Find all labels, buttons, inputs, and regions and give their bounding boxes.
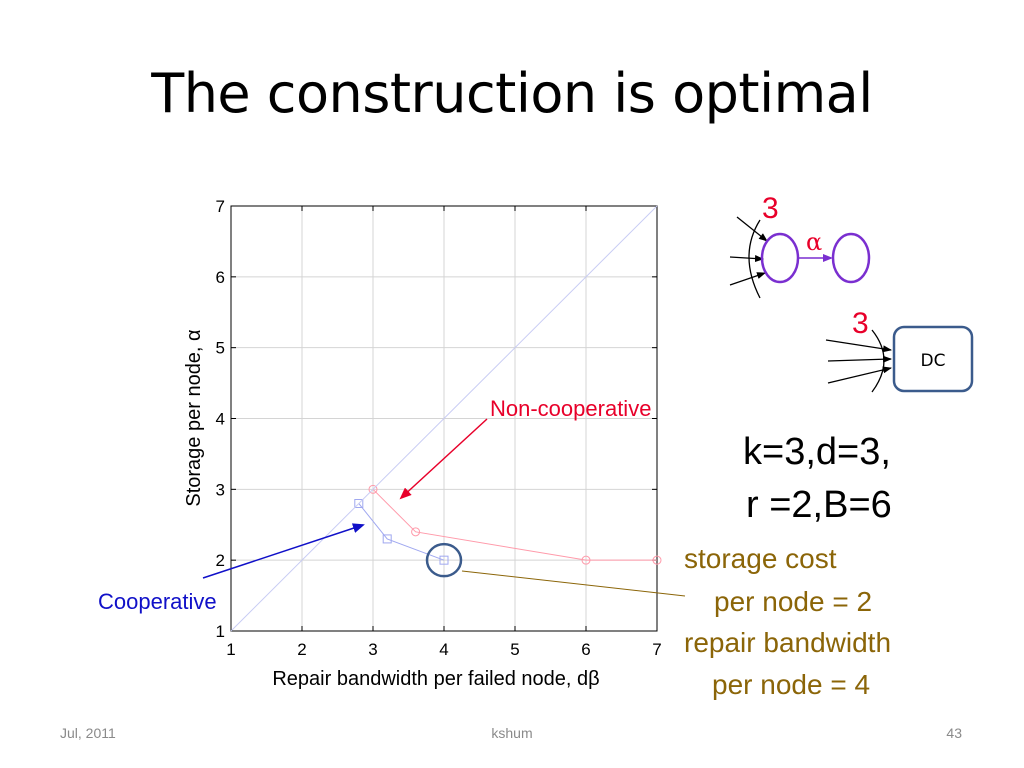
series-point: [652, 555, 662, 565]
x-tick-label: 6: [581, 640, 590, 659]
x-tick-label: 1: [226, 640, 235, 659]
footer-page-number: 43: [946, 725, 962, 741]
slide-title: The construction is optimal: [151, 62, 873, 125]
series-point: [382, 534, 392, 544]
repair-diagram: 3 α: [729, 192, 871, 299]
x-tick-label: 2: [297, 640, 306, 659]
series-point: [411, 527, 421, 537]
series-point: [581, 555, 591, 565]
params-line-1: k=3,d=3,: [743, 431, 891, 473]
alpha-label: α: [806, 228, 822, 256]
series-line-1: [358, 503, 445, 561]
y-tick-label: 3: [216, 480, 225, 499]
series-point: [354, 499, 364, 508]
bottom-count-label: 3: [852, 307, 869, 340]
storage-bandwidth-chart: 1 2 3 4 5 6 7 1 2 3 4 5 6 7 Repair bandwidth per fail…: [183, 197, 662, 690]
top-input-arrow: [729, 272, 766, 286]
series-point: [439, 555, 449, 565]
bottom-input-arrow: [825, 339, 892, 353]
dc-label: DC: [921, 351, 946, 371]
series-point: [368, 484, 378, 494]
cooperative-annotation: Cooperative: [98, 589, 217, 614]
peer-newcomer-node: [831, 232, 871, 284]
params-line-2: r =2,B=6: [746, 484, 892, 526]
footer-date: Jul, 2011: [60, 725, 116, 741]
cost-line-4: per node = 4: [712, 669, 870, 700]
top-input-arrow: [736, 216, 768, 242]
y-tick-label: 2: [216, 551, 225, 570]
bottom-arc: [871, 329, 885, 393]
cost-line-3: repair bandwidth: [684, 627, 891, 658]
data-collector-diagram: 3 DC: [825, 307, 974, 393]
cost-line-2: per node = 2: [714, 586, 872, 617]
x-axis-label: Repair bandwidth per failed node, dβ: [272, 668, 599, 690]
series-line-2: [230, 205, 658, 632]
noncooperative-annotation: Non-cooperative: [490, 396, 651, 421]
chart-ticks: 1 2 3 4 5 6 7 1 2 3 4 5 6 7: [216, 197, 662, 659]
noncooperative-arrow: [399, 418, 488, 500]
top-arc: [748, 219, 761, 299]
newcomer-node: [760, 232, 800, 284]
footer-author: kshum: [491, 725, 532, 741]
series-line-0: [372, 488, 657, 561]
y-tick-label: 5: [216, 339, 225, 358]
y-axis-label: Storage per node, α: [183, 329, 205, 506]
bottom-input-arrow: [827, 366, 892, 384]
cost-connector-line: [461, 570, 686, 597]
chart-series: [230, 205, 662, 632]
x-tick-label: 5: [510, 640, 519, 659]
cost-line-1: storage cost: [684, 543, 837, 574]
top-input-arrow: [729, 255, 764, 263]
y-tick-label: 6: [216, 268, 225, 287]
x-tick-label: 7: [652, 640, 661, 659]
optimal-point-highlight: [425, 542, 463, 578]
top-count-label: 3: [762, 192, 779, 225]
y-tick-label: 4: [216, 410, 225, 429]
data-collector-box: [892, 325, 974, 393]
bottom-input-arrow: [827, 355, 892, 363]
x-tick-label: 3: [368, 640, 377, 659]
y-tick-label: 7: [216, 197, 225, 216]
x-tick-label: 4: [439, 640, 448, 659]
cooperative-arrow: [202, 523, 365, 579]
y-tick-label: 1: [216, 622, 225, 641]
